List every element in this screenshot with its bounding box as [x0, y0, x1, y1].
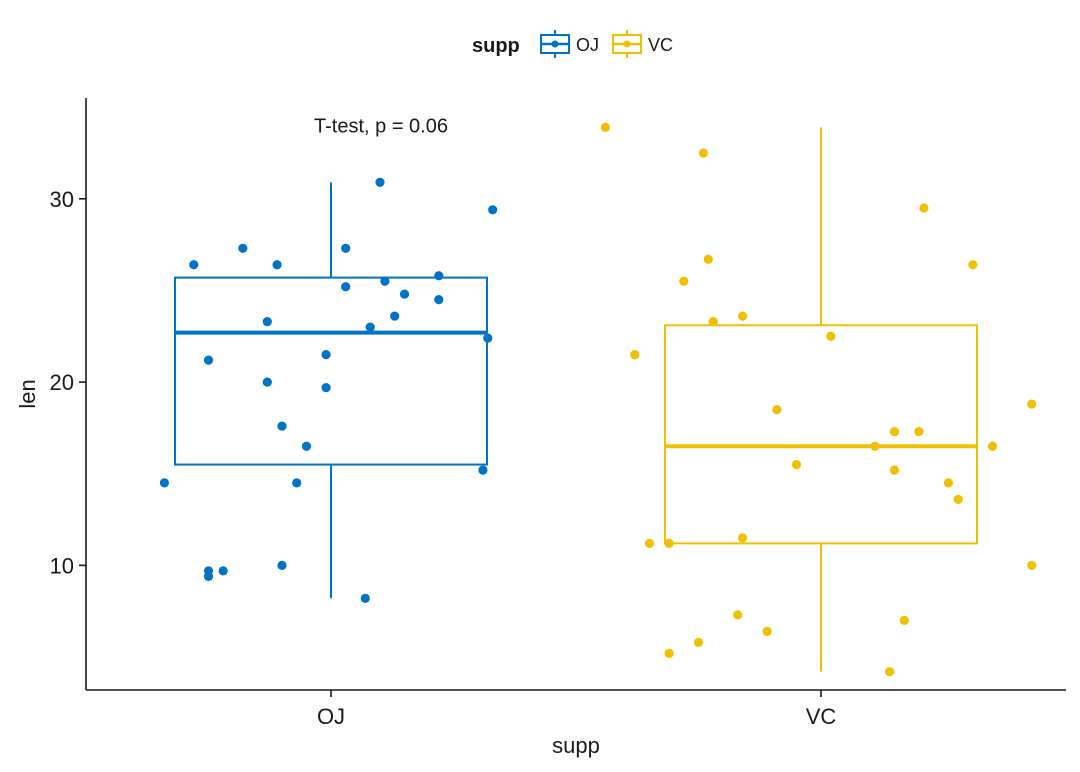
data-point-oj	[301, 441, 312, 451]
y-axis-title: len	[15, 379, 40, 408]
data-point-vc	[968, 260, 978, 270]
data-point-oj	[159, 478, 169, 488]
data-point-oj	[341, 282, 351, 292]
data-point-vc	[698, 148, 709, 158]
data-point-vc	[664, 538, 674, 548]
data-point-vc	[708, 317, 718, 327]
y-tick-label: 20	[50, 370, 74, 395]
data-point-vc	[1027, 560, 1037, 570]
legend-title: supp	[472, 35, 520, 57]
data-point-oj	[218, 566, 228, 576]
x-axis-title: supp	[552, 733, 600, 758]
data-point-vc	[943, 478, 954, 488]
data-point-oj	[375, 177, 385, 187]
data-point-vc	[664, 648, 674, 658]
data-point-vc	[762, 626, 772, 636]
data-point-vc	[738, 533, 748, 543]
y-tick-label: 10	[50, 553, 74, 578]
data-point-oj	[277, 560, 287, 570]
boxes	[174, 127, 978, 672]
data-point-oj	[321, 382, 331, 393]
data-point-vc	[772, 404, 782, 415]
data-point-vc	[889, 426, 900, 437]
data-point-oj	[390, 311, 400, 321]
data-point-oj	[292, 478, 302, 488]
x-ticks: OJ VC	[317, 690, 836, 729]
data-point-vc	[889, 465, 900, 475]
data-point-oj	[365, 322, 375, 332]
y-ticks: 10 20 30	[50, 187, 86, 578]
data-point-vc	[600, 122, 611, 132]
legend-label-oj: OJ	[576, 35, 599, 55]
data-point-oj	[262, 317, 272, 327]
data-point-oj	[488, 205, 498, 215]
x-tick-label: VC	[806, 704, 837, 729]
data-point-vc	[899, 615, 909, 625]
data-point-oj	[399, 289, 410, 299]
data-point-vc	[826, 331, 836, 341]
data-point-vc	[693, 637, 704, 647]
data-point-oj	[189, 260, 199, 270]
t-test-annotation: T-test, p = 0.06	[314, 115, 448, 137]
iqr-box	[174, 276, 488, 466]
legend-key-vc	[612, 30, 642, 58]
data-point-vc	[987, 441, 998, 451]
x-tick-label: OJ	[317, 704, 345, 729]
data-point-oj	[203, 355, 214, 365]
data-point-oj	[277, 421, 287, 431]
data-point-oj	[434, 271, 444, 281]
data-point-vc	[885, 667, 895, 677]
box-vc	[664, 127, 978, 672]
data-point-vc	[703, 254, 713, 264]
data-point-vc	[953, 494, 963, 504]
legend: supp OJ VC	[472, 30, 673, 58]
data-point-oj	[203, 571, 214, 581]
legend-label-vc: VC	[648, 35, 673, 55]
data-point-vc	[733, 610, 743, 620]
data-point-vc	[1027, 399, 1037, 409]
data-point-vc	[870, 441, 880, 451]
legend-key-oj	[540, 30, 570, 58]
data-point-vc	[679, 276, 689, 286]
data-point-oj	[360, 593, 370, 603]
data-point-vc	[791, 459, 802, 470]
data-point-vc	[919, 203, 929, 213]
y-tick-label: 30	[50, 187, 74, 212]
data-point-oj	[321, 349, 331, 360]
data-point-oj	[238, 243, 248, 253]
data-point-oj	[380, 276, 390, 286]
data-point-oj	[478, 465, 488, 475]
data-point-oj	[483, 333, 493, 343]
points	[159, 122, 1037, 677]
box-oj	[174, 182, 488, 599]
data-point-vc	[630, 349, 640, 360]
data-point-vc	[914, 426, 924, 437]
data-point-vc	[738, 311, 748, 321]
data-point-oj	[341, 243, 351, 253]
data-point-vc	[644, 538, 655, 548]
data-point-oj	[434, 295, 444, 305]
data-point-oj	[262, 377, 272, 387]
data-point-oj	[272, 260, 282, 270]
iqr-box	[664, 324, 978, 545]
